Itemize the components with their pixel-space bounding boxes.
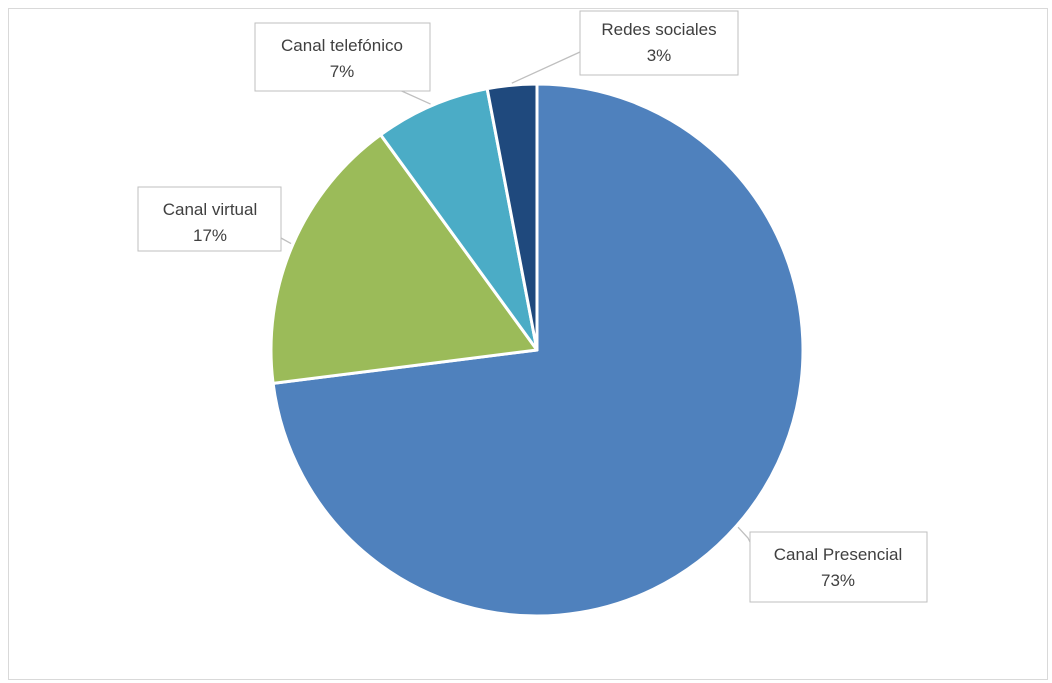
leader-line (280, 237, 292, 245)
callout-category: Canal Presencial (774, 545, 903, 564)
callout-box (579, 10, 739, 76)
pie-slice-redes-sociales (485, 82, 539, 352)
callout-category: Canal virtual (163, 200, 258, 219)
data-label-redes-sociales: Redes sociales 3% (579, 10, 739, 76)
callout-box (254, 22, 431, 92)
data-label-canal-presencial: Canal Presencial 73% (749, 531, 928, 603)
callout-percent: 17% (193, 226, 227, 245)
pie-slice-canal-virtual (269, 133, 539, 385)
pie-slices (269, 82, 805, 618)
pie-slice-canal-telefonico (379, 87, 539, 352)
callout-percent: 7% (330, 62, 355, 81)
callout-box (749, 531, 928, 603)
callout-percent: 73% (821, 571, 855, 590)
callout-category: Redes sociales (601, 20, 716, 39)
leader-line (511, 51, 581, 84)
data-label-canal-telefonico: Canal telefónico 7% (254, 22, 431, 92)
callout-box (137, 186, 282, 252)
data-label-canal-virtual: Canal virtual 17% (137, 186, 282, 252)
callout-category: Canal telefónico (281, 36, 403, 55)
callout-percent: 3% (647, 46, 672, 65)
